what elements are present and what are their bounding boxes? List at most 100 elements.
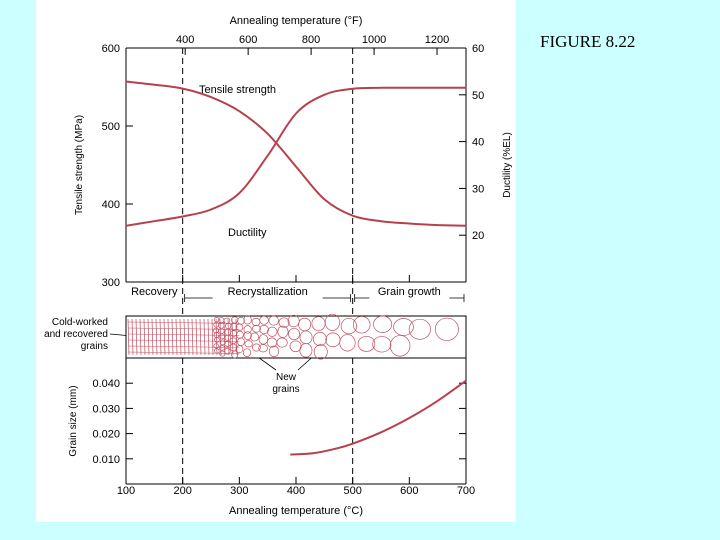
recrystallized-grain bbox=[313, 332, 327, 347]
grain-size-tick-label: 0.020 bbox=[92, 429, 120, 441]
recrystallized-grain bbox=[340, 317, 357, 335]
series-line-tensile-strength bbox=[125, 80, 467, 227]
recrystallized-grain bbox=[277, 325, 289, 338]
left-tick-label: 400 bbox=[102, 199, 120, 211]
cold-worked-grain bbox=[139, 318, 142, 356]
cold-worked-grain bbox=[127, 333, 240, 336]
region-label-bg bbox=[369, 290, 450, 302]
recrystallized-grain bbox=[224, 334, 232, 341]
annealing-chart: 300 400 500 600 20 30 40 50 60 400 600 800 1000 1200 A… bbox=[44, 15, 513, 517]
grain-size-tick-label: 0.010 bbox=[92, 454, 120, 466]
region-label: Recrystallization bbox=[228, 286, 308, 298]
region-label-bg bbox=[212, 290, 323, 302]
cold-worked-grain bbox=[227, 318, 230, 356]
right-tick-label: 60 bbox=[472, 43, 484, 55]
cold-worked-grain bbox=[159, 318, 162, 356]
recrystallized-grain bbox=[299, 343, 313, 358]
axes-layer bbox=[109, 47, 467, 485]
left-tick-label: 300 bbox=[102, 277, 120, 289]
grain-size-tick-label: 0.030 bbox=[92, 403, 120, 415]
recrystallized-grain bbox=[213, 317, 220, 323]
grain-size-axis-label: Grain size (mm) bbox=[68, 385, 79, 456]
recrystallized-grain bbox=[244, 340, 253, 348]
recrystallized-grain bbox=[224, 341, 231, 347]
figure-panel: 300 400 500 600 20 30 40 50 60 400 600 800 1000 1200 A… bbox=[36, 0, 516, 522]
cold-worked-grain bbox=[183, 318, 186, 356]
recrystallized-grain bbox=[235, 345, 244, 354]
cold-worked-grain bbox=[175, 318, 178, 356]
recrystallized-grain bbox=[243, 331, 252, 341]
recrystallized-grain bbox=[231, 350, 239, 359]
recrystallized-grain bbox=[235, 323, 244, 332]
right-tick-label: 20 bbox=[472, 230, 484, 242]
recrystallized-grain bbox=[288, 327, 301, 341]
left-axis-label: Tensile strength (MPa) bbox=[74, 115, 85, 215]
cold-worked-label: Cold-worked bbox=[52, 317, 108, 328]
recrystallized-grain bbox=[229, 337, 237, 344]
cold-worked-grain bbox=[203, 318, 206, 356]
cold-worked-grain bbox=[127, 327, 240, 330]
ductility-label: Ductility bbox=[228, 227, 267, 239]
cold-worked-grain bbox=[135, 318, 138, 356]
recrystallized-grain bbox=[268, 315, 279, 326]
right-axis-label: Ductility (%EL) bbox=[502, 132, 513, 198]
recrystallized-grain bbox=[278, 317, 290, 328]
recrystallized-grain bbox=[268, 345, 280, 358]
cold-worked-grain bbox=[131, 318, 134, 356]
bottom-tick-label: 500 bbox=[343, 485, 361, 497]
recrystallized-grain bbox=[218, 345, 226, 351]
cold-worked-grain bbox=[143, 318, 146, 356]
recrystallized-grain bbox=[339, 334, 356, 352]
top-tick-label: 1200 bbox=[425, 34, 449, 46]
cold-worked-grain bbox=[207, 318, 210, 356]
left-tick-label: 500 bbox=[102, 121, 120, 133]
cold-worked-grain bbox=[155, 318, 158, 356]
grain-size-tick-label: 0.040 bbox=[92, 378, 120, 390]
cold-worked-grain bbox=[171, 318, 174, 356]
cold-worked-grain bbox=[151, 318, 154, 356]
recrystallized-grain bbox=[258, 334, 269, 345]
recrystallized-grain bbox=[243, 325, 252, 334]
recrystallized-grain bbox=[243, 315, 252, 325]
recrystallized-grain bbox=[250, 332, 259, 342]
cold-worked-grain bbox=[179, 318, 182, 356]
cold-worked-grain bbox=[127, 345, 240, 348]
cold-worked-grain bbox=[127, 351, 240, 354]
recrystallized-grain bbox=[213, 343, 220, 349]
right-tick-label: 30 bbox=[472, 183, 484, 195]
recrystallized-grain bbox=[357, 335, 376, 352]
recrystallized-grain bbox=[393, 318, 414, 336]
cold-worked-grain bbox=[147, 318, 150, 356]
recrystallized-grain bbox=[213, 348, 220, 354]
recrystallized-grain bbox=[324, 313, 340, 331]
cold-worked-grain bbox=[219, 318, 222, 356]
recrystallized-grain bbox=[434, 317, 459, 341]
recrystallized-grain bbox=[372, 336, 392, 353]
recrystallized-grain bbox=[242, 348, 252, 357]
cold-worked-grain bbox=[231, 318, 234, 356]
recrystallized-grain bbox=[251, 324, 261, 333]
recrystallized-grain bbox=[214, 337, 220, 343]
recrystallized-grain bbox=[276, 337, 288, 348]
recrystallized-grain bbox=[373, 315, 393, 333]
cold-worked-label: grains bbox=[81, 341, 108, 352]
recrystallized-grain bbox=[267, 326, 278, 337]
cold-worked-grain bbox=[235, 318, 238, 356]
top-axis-label: Annealing temperature (°F) bbox=[230, 15, 363, 27]
right-tick-label: 40 bbox=[472, 137, 484, 149]
top-tick-label: 1000 bbox=[362, 34, 386, 46]
cold-worked-grain bbox=[163, 318, 166, 356]
cold-worked-grain bbox=[187, 318, 190, 356]
recrystallized-grain bbox=[251, 343, 261, 352]
top-tick-label: 400 bbox=[176, 34, 194, 46]
recrystallized-grain bbox=[352, 316, 371, 334]
cold-worked-label: and recovered bbox=[44, 329, 108, 340]
recrystallized-grain bbox=[259, 324, 269, 335]
recrystallized-grain bbox=[258, 344, 268, 353]
left-tick-label: 600 bbox=[102, 43, 120, 55]
bottom-tick-label: 600 bbox=[400, 485, 418, 497]
cold-worked-grain bbox=[127, 339, 240, 342]
top-tick-label: 600 bbox=[239, 34, 257, 46]
bottom-tick-label: 400 bbox=[287, 485, 305, 497]
recrystallized-grain bbox=[313, 344, 328, 360]
